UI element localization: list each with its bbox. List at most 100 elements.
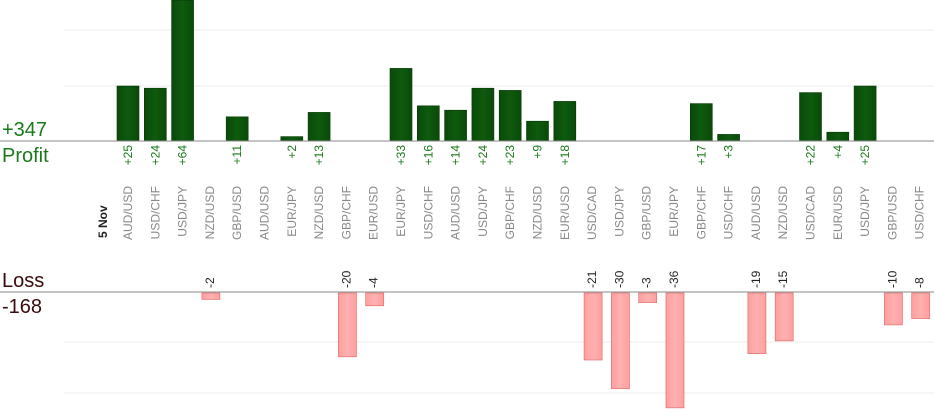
loss-value-label: -36	[667, 270, 681, 288]
loss-value-label: -15	[776, 270, 790, 288]
profit-value-label: +2	[285, 145, 299, 159]
loss-value-labels: -2 -20 -4 -21 -30 -3 -36 -19 -15 -10 -8	[203, 270, 927, 288]
loss-value-label: -21	[585, 270, 599, 288]
loss-bar	[884, 292, 903, 326]
category-label: AUD/USD	[258, 186, 272, 240]
category-label: USD/JPY	[176, 186, 190, 237]
profit-value-label: +25	[121, 145, 135, 166]
category-label: EUR/JPY	[667, 186, 681, 237]
category-label: GBP/CHF	[339, 186, 353, 239]
profit-value-label: +64	[176, 145, 190, 166]
category-label: USD/JPY	[858, 186, 872, 237]
loss-value-label: -10	[885, 270, 899, 288]
profit-value-label: +14	[449, 145, 463, 166]
profit-value-label: +24	[476, 145, 490, 166]
loss-bar	[911, 292, 931, 319]
profit-value-label: +22	[804, 145, 818, 166]
loss-value-label: -19	[749, 270, 763, 288]
category-label: USD/CAD	[804, 186, 818, 240]
profit-bars	[116, 0, 877, 142]
category-label: NZD/USD	[312, 186, 326, 240]
profit-value-label: +9	[531, 145, 545, 159]
category-label: EUR/JPY	[285, 186, 299, 237]
loss-value-label: -8	[913, 277, 927, 288]
profit-bar	[416, 105, 440, 142]
category-label: NZD/USD	[531, 186, 545, 240]
profit-bar	[526, 120, 549, 142]
grid-lines	[64, 29, 934, 394]
loss-bar	[338, 292, 357, 358]
loss-bar	[747, 292, 767, 354]
profit-value-label: +16	[421, 145, 435, 166]
loss-bar	[611, 292, 630, 390]
loss-bar	[665, 292, 685, 409]
profit-value-labels: +25 +24 +64 +11 +2 +13 +33 +16 +14 +24 +23 +9 +18 +17…	[121, 145, 872, 166]
category-label: EUR/USD	[367, 186, 381, 240]
profit-value-label: +23	[503, 145, 517, 166]
profit-bar	[826, 131, 850, 142]
loss-label: Loss	[2, 270, 45, 292]
category-label: USD/CHF	[722, 186, 736, 239]
profit-value-label: +24	[148, 145, 162, 166]
loss-total: -168	[2, 296, 43, 318]
category-label: AUD/USD	[749, 186, 763, 240]
profit-bar	[171, 0, 194, 142]
profit-total: +347	[2, 119, 48, 141]
category-label: USD/JPY	[476, 186, 490, 237]
profit-bar	[799, 92, 822, 142]
profit-value-label: +13	[312, 145, 326, 166]
category-label: AUD/USD	[121, 186, 135, 240]
profit-value-label: +11	[230, 145, 244, 165]
profit-bar	[689, 103, 713, 142]
category-label: USD/CHF	[421, 186, 435, 239]
profit-bar	[116, 85, 140, 142]
loss-bar	[201, 292, 221, 300]
profit-value-label: +4	[831, 145, 845, 159]
loss-bars	[201, 292, 931, 409]
profit-bar	[553, 101, 577, 142]
profit-bar	[389, 68, 413, 142]
profit-bar	[307, 112, 331, 142]
category-label: EUR/JPY	[394, 186, 408, 237]
loss-bar	[583, 292, 603, 361]
profit-label: Profit	[2, 145, 49, 167]
category-label: USD/CHF	[913, 186, 927, 239]
profit-value-label: +18	[558, 145, 572, 166]
loss-bar	[638, 292, 658, 303]
category-labels: AUD/USD USD/CHF USD/JPY NZD/USD GBP/USD AUD/U…	[121, 186, 927, 240]
axis-lines	[0, 140, 934, 293]
category-label: GBP/USD	[885, 186, 899, 240]
profit-value-label: +17	[694, 145, 708, 166]
loss-bar	[774, 292, 794, 342]
loss-value-label: -3	[640, 277, 654, 288]
category-label: EUR/USD	[558, 186, 572, 240]
profit-bar	[144, 87, 167, 142]
date-label: 5 Nov	[96, 205, 110, 238]
loss-value-label: -30	[612, 270, 626, 288]
category-label: USD/CHF	[148, 186, 162, 239]
profit-bar	[498, 90, 522, 142]
category-label: GBP/CHF	[503, 186, 517, 239]
category-label: NZD/USD	[203, 186, 217, 240]
loss-value-label: -4	[367, 277, 381, 288]
category-label: AUD/USD	[449, 186, 463, 240]
profit-bar	[444, 109, 467, 142]
profit-value-label: +33	[394, 145, 408, 166]
category-label: GBP/CHF	[694, 186, 708, 239]
profit-bar	[471, 87, 495, 142]
category-label: GBP/USD	[640, 186, 654, 240]
category-label: USD/JPY	[612, 186, 626, 237]
profit-value-label: +3	[722, 145, 736, 159]
loss-bar	[365, 292, 385, 307]
category-label: USD/CAD	[585, 186, 599, 240]
loss-value-label: -2	[203, 277, 217, 288]
profit-bar	[853, 85, 877, 142]
category-label: NZD/USD	[776, 186, 790, 240]
category-label: EUR/USD	[831, 186, 845, 240]
category-label: GBP/USD	[230, 186, 244, 240]
profit-bar	[225, 116, 249, 142]
profit-value-label: +25	[858, 145, 872, 166]
profit-bar	[717, 134, 740, 142]
profit-bar	[280, 136, 304, 142]
